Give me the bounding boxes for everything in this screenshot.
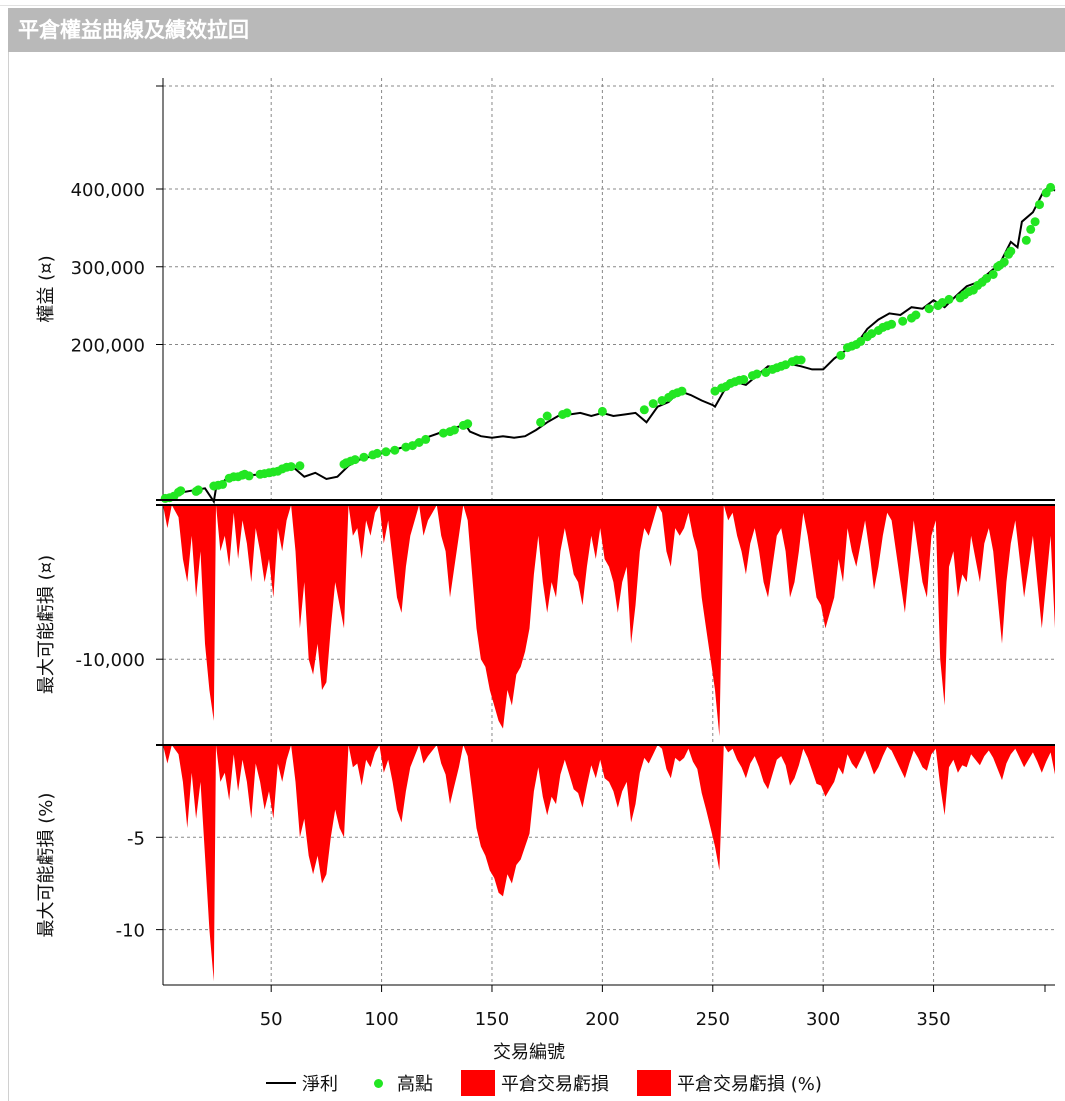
peak-point	[372, 448, 382, 458]
peak-point	[536, 417, 546, 427]
peak-point	[752, 369, 762, 379]
legend-fill-swatch	[461, 1070, 495, 1096]
legend-label-drawdown-pct: 平倉交易虧損 (%)	[677, 1074, 822, 1095]
peak-point	[867, 329, 877, 339]
y-tick-label: -10,000	[76, 650, 145, 671]
peak-point	[648, 399, 658, 409]
peak-point	[390, 445, 400, 455]
peak-point	[218, 479, 228, 489]
peak-point	[421, 434, 431, 444]
peak-point	[542, 411, 552, 421]
peak-point	[359, 452, 369, 462]
peak-point	[836, 350, 846, 360]
legend-line-swatch	[266, 1082, 296, 1084]
peak-point	[176, 486, 186, 496]
peak-point	[887, 319, 897, 329]
peak-point	[999, 257, 1009, 267]
x-tick-label: 350	[916, 1009, 950, 1030]
peak-point	[898, 316, 908, 326]
legend-label-net-profit: 淨利	[302, 1074, 338, 1095]
peak-point	[1030, 217, 1040, 227]
x-axis-title: 交易編號	[493, 1042, 565, 1063]
legend-label-peak: 高點	[397, 1074, 433, 1095]
legend-dot-swatch	[374, 1078, 383, 1088]
window-top-border	[0, 5, 1065, 6]
peak-point	[739, 375, 749, 384]
peak-point	[924, 304, 934, 314]
x-tick-label: 100	[364, 1009, 398, 1030]
peak-point	[1006, 246, 1016, 256]
y-axis-title: 最大可能虧損 (¤)	[36, 555, 57, 694]
peak-point	[1021, 235, 1031, 245]
peak-point	[381, 447, 391, 457]
peak-point	[796, 355, 806, 365]
legend-item-drawdown: 平倉交易虧損	[461, 1070, 609, 1096]
peak-point	[463, 419, 473, 429]
drawdown-area	[163, 745, 1055, 982]
peak-point	[677, 386, 687, 396]
x-tick-label: 200	[585, 1009, 619, 1030]
panel-left-border	[8, 52, 9, 1101]
x-tick-label: 150	[475, 1009, 509, 1030]
peak-point	[1046, 182, 1056, 192]
y-tick-label: -10	[116, 921, 145, 942]
legend-item-net-profit: 淨利	[266, 1070, 338, 1096]
peak-point	[911, 310, 921, 320]
y-tick-label: 400,000	[71, 180, 145, 201]
peak-point	[295, 461, 305, 471]
peak-point	[639, 405, 649, 415]
y-tick-label: 300,000	[71, 258, 145, 279]
chart-legend: 淨利 高點 平倉交易虧損 平倉交易虧損 (%)	[266, 1068, 850, 1098]
drawdown-area	[163, 505, 1055, 737]
peak-point	[350, 455, 360, 465]
peak-point	[286, 462, 296, 472]
y-axis-title: 權益 (¤)	[36, 255, 57, 322]
peak-point	[988, 270, 998, 279]
x-tick-label: 50	[260, 1009, 283, 1030]
y-axis-title: 最大可能虧損 (%)	[36, 793, 57, 938]
x-tick-label: 250	[696, 1009, 730, 1030]
x-tick-label: 300	[806, 1009, 840, 1030]
legend-item-peak: 高點	[366, 1070, 433, 1096]
peak-point	[193, 485, 203, 495]
peak-point	[562, 408, 572, 418]
peak-point	[781, 360, 791, 370]
peak-point	[944, 294, 954, 304]
peak-point	[597, 406, 607, 416]
panel-title: 平倉權益曲線及績效拉回	[8, 8, 1065, 52]
peak-point	[244, 471, 254, 481]
y-tick-label: -5	[127, 828, 145, 849]
legend-label-drawdown: 平倉交易虧損	[501, 1074, 609, 1095]
peak-point	[1035, 200, 1044, 210]
peak-point	[1026, 224, 1036, 234]
peak-point	[982, 273, 992, 283]
peak-point	[449, 425, 459, 435]
peak-point	[856, 336, 866, 346]
legend-fill-swatch-pct	[637, 1070, 671, 1096]
legend-item-drawdown-pct: 平倉交易虧損 (%)	[637, 1070, 822, 1096]
y-tick-label: 200,000	[71, 336, 145, 357]
